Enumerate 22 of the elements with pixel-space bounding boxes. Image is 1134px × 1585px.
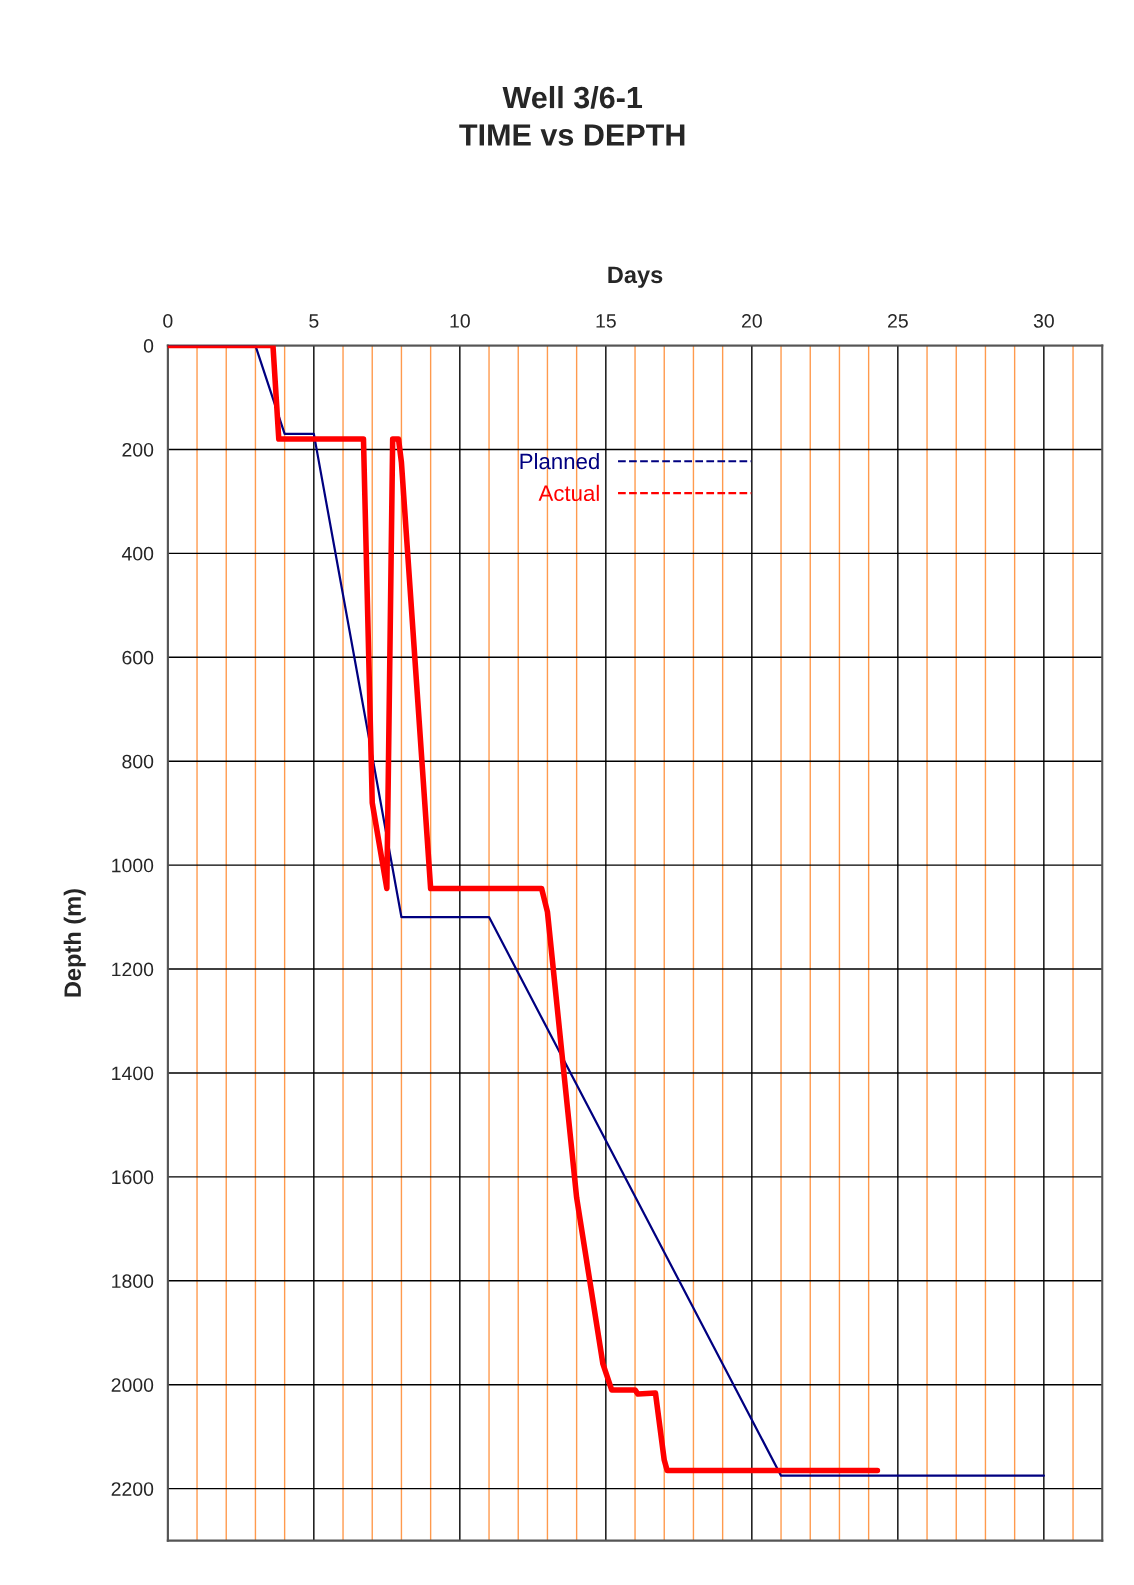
y-tick-label: 2200	[111, 1482, 154, 1496]
y-tick-label: 600	[122, 650, 154, 665]
y-tick-label: 1000	[112, 858, 154, 873]
x-tick-label: 0	[163, 314, 173, 328]
y-tick-label: 1600	[112, 1170, 154, 1185]
y-tick-label: 1200	[112, 962, 154, 977]
chart-title: Well 3/6-1 TIME vs DEPTH	[459, 85, 685, 146]
x-tick-label: 20	[742, 314, 762, 328]
y-tick-label: 1400	[112, 1066, 154, 1081]
x-tick-label: 5	[309, 314, 319, 328]
x-tick-label: 10	[450, 314, 470, 328]
x-tick-label: 30	[1033, 314, 1054, 328]
y-tick-label: 200	[122, 442, 154, 457]
y-axis-title: Depth (m)	[63, 889, 86, 997]
x-tick-label: 25	[888, 314, 908, 328]
y-tick-label: 1800	[112, 1274, 154, 1289]
x-axis-title: Days	[608, 266, 663, 288]
y-tick-label: 800	[122, 754, 154, 769]
y-tick-label: 400	[121, 546, 154, 561]
x-tick-label: 15	[596, 314, 616, 328]
y-tick-label: 0	[143, 339, 154, 353]
y-tick-label: 2000	[111, 1378, 154, 1392]
